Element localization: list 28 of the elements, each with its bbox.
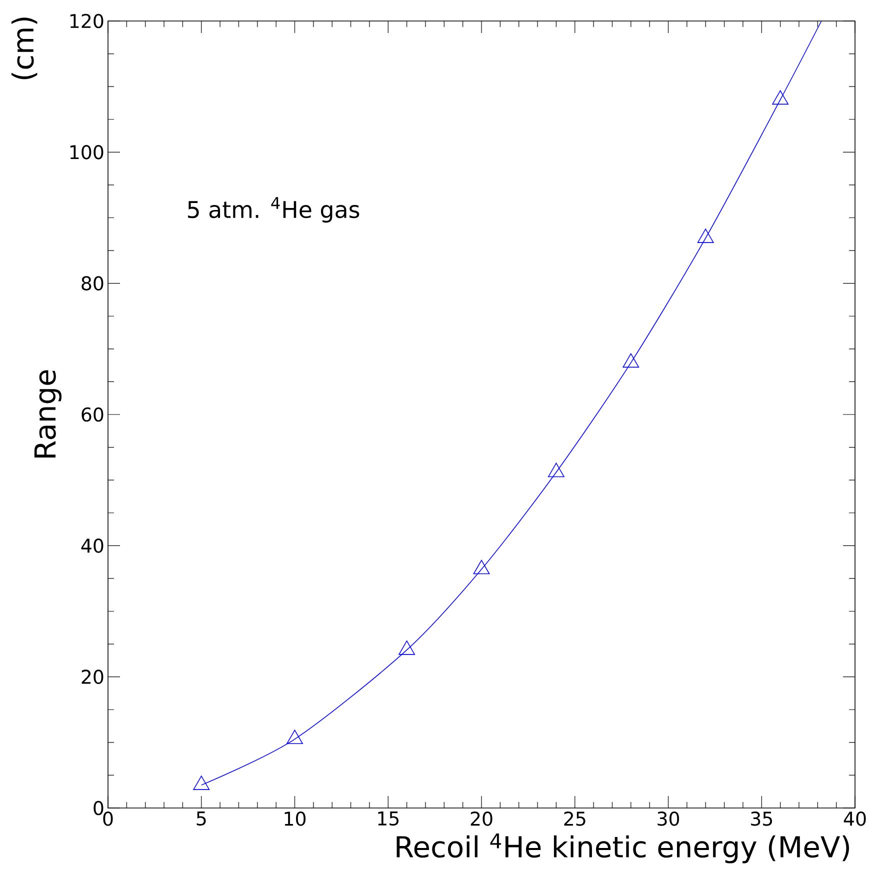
x-tick-label: 40 bbox=[844, 812, 866, 826]
x-tick-label: 0 bbox=[103, 812, 113, 826]
point bbox=[548, 462, 564, 478]
y-tick-label: 40 bbox=[81, 538, 104, 553]
x-tick-label: 5 bbox=[196, 812, 206, 826]
x-tick-label: 25 bbox=[564, 812, 586, 826]
point bbox=[398, 640, 415, 655]
y-tick-label: 120 bbox=[70, 14, 104, 28]
point bbox=[193, 776, 210, 790]
x-tick-label: 10 bbox=[284, 812, 306, 826]
x-tick-label: 35 bbox=[751, 812, 772, 826]
point bbox=[697, 228, 714, 243]
x-tick-label: 30 bbox=[658, 812, 680, 826]
y-tick-label: 60 bbox=[82, 407, 104, 422]
point bbox=[473, 560, 490, 574]
x-tick-label: 20 bbox=[470, 812, 492, 826]
y-tick-label: 20 bbox=[82, 670, 104, 684]
annotation: 5 atm. $^{4}$He gas bbox=[188, 197, 360, 223]
y-tick-label: 100 bbox=[70, 145, 104, 160]
y-axis-title: Range bbox=[34, 370, 62, 458]
point bbox=[772, 90, 788, 105]
text: (cm) bbox=[11, 18, 38, 80]
y-tick-label: 0 bbox=[94, 800, 104, 816]
y-tick-label: 80 bbox=[82, 276, 104, 290]
x-axis-title: Recoil $^{4}$He kinetic energy (MeV) bbox=[396, 834, 849, 864]
point bbox=[286, 730, 303, 744]
point bbox=[622, 353, 640, 368]
x-tick-label: 15 bbox=[378, 812, 399, 826]
